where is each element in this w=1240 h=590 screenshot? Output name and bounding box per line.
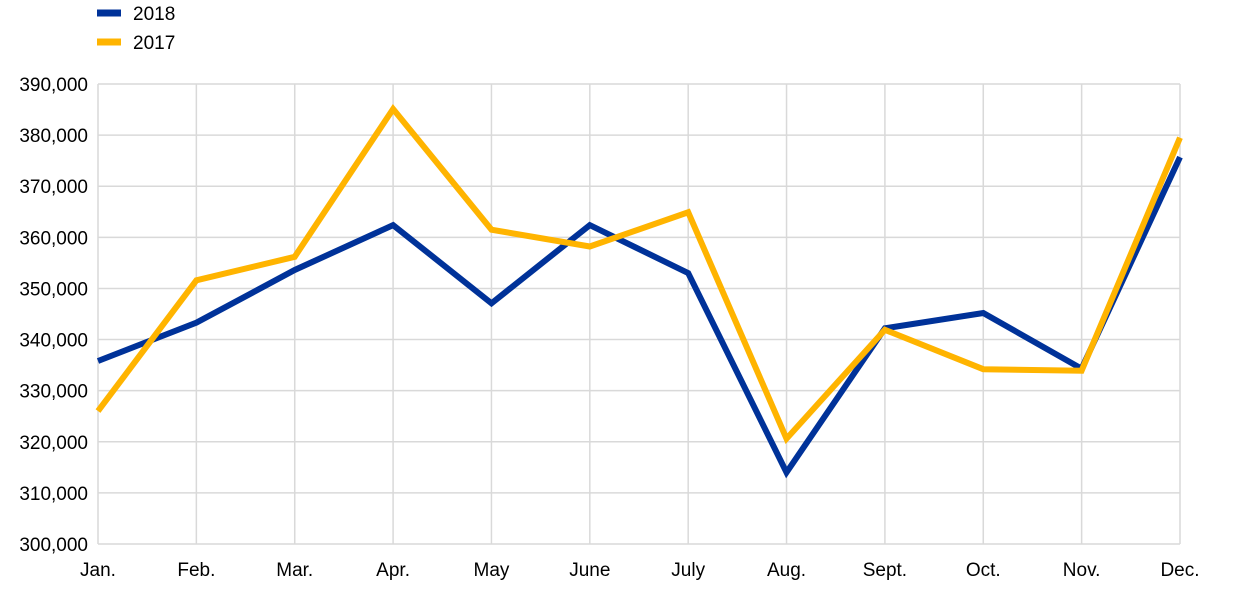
y-tick-label: 390,000 bbox=[19, 75, 88, 96]
x-tick-label: May bbox=[474, 560, 510, 581]
y-tick-label: 320,000 bbox=[19, 433, 88, 454]
y-tick-label: 330,000 bbox=[19, 382, 88, 403]
legend-label-2017: 2017 bbox=[133, 33, 175, 54]
legend-label-2018: 2018 bbox=[133, 4, 175, 25]
y-tick-label: 380,000 bbox=[19, 126, 88, 147]
y-tick-label: 350,000 bbox=[19, 279, 88, 300]
x-tick-label: Apr. bbox=[376, 560, 410, 581]
series-line-2017 bbox=[95, 103, 1183, 445]
x-tick-label: Nov. bbox=[1063, 560, 1101, 581]
x-tick-label: June bbox=[569, 560, 610, 581]
y-tick-label: 360,000 bbox=[19, 228, 88, 249]
y-tick-label: 300,000 bbox=[19, 535, 88, 556]
y-tick-label: 370,000 bbox=[19, 177, 88, 198]
x-tick-label: Sept. bbox=[863, 560, 907, 581]
grid-lines bbox=[97, 83, 1181, 545]
x-axis: Jan. Feb. Mar. Apr. May June July Aug. Sept. Oct.… bbox=[80, 560, 1200, 581]
x-tick-label: Oct. bbox=[966, 560, 1001, 581]
x-tick-label: Feb. bbox=[177, 560, 215, 581]
series-line-2018 bbox=[96, 155, 1183, 479]
x-tick-label: Dec. bbox=[1160, 560, 1199, 581]
legend: 2018 2017 bbox=[97, 4, 175, 54]
x-tick-label: Aug. bbox=[767, 560, 806, 581]
x-tick-label: July bbox=[671, 560, 705, 581]
x-tick-label: Mar. bbox=[276, 560, 313, 581]
y-tick-label: 310,000 bbox=[19, 484, 88, 505]
y-tick-label: 340,000 bbox=[19, 331, 88, 352]
y-axis: 300,000 310,000 320,000 330,000 340,000 350,0… bbox=[19, 75, 88, 556]
series-lines bbox=[95, 103, 1183, 479]
x-tick-label: Jan. bbox=[80, 560, 116, 581]
